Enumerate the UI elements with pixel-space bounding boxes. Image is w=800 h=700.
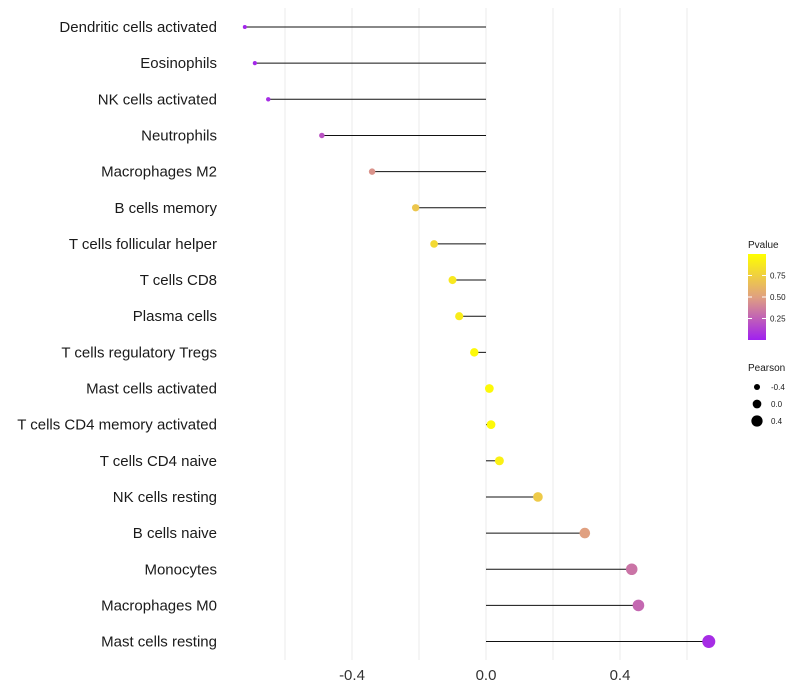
category-label: T cells regulatory Tregs [61, 344, 217, 361]
lollipop-point [252, 61, 257, 66]
category-label: T cells CD4 naive [100, 453, 217, 470]
lollipop-point [319, 132, 325, 139]
size-legend-label: -0.4 [771, 383, 785, 392]
color-legend-title: Pvalue [748, 240, 779, 251]
size-legend-label: 0.0 [771, 400, 783, 409]
color-legend-bar [748, 254, 766, 340]
x-tick-label: -0.4 [339, 667, 365, 684]
category-label: NK cells resting [113, 489, 217, 506]
x-tick-label: 0.0 [476, 667, 497, 684]
color-legend-label: 0.25 [770, 315, 786, 324]
category-label: T cells CD8 [140, 272, 217, 289]
color-legend-label: 0.50 [770, 293, 786, 302]
category-label: Eosinophils [140, 55, 217, 72]
category-label: Mast cells resting [101, 634, 217, 651]
lollipop-point [368, 168, 376, 175]
lollipop-point [702, 635, 716, 649]
color-legend-label: 0.75 [770, 272, 786, 281]
lollipop-point [411, 204, 420, 212]
category-label: NK cells activated [98, 91, 217, 108]
x-tick-label: 0.4 [610, 667, 631, 684]
lollipop-point [448, 276, 457, 285]
category-label: Macrophages M0 [101, 597, 217, 614]
lollipop-point [455, 312, 464, 321]
lollipop-point [430, 240, 438, 248]
category-label: B cells memory [114, 200, 217, 217]
lollipop-point [579, 527, 591, 539]
lollipop-point [266, 97, 271, 102]
category-label: B cells naive [133, 525, 217, 542]
lollipop-point [470, 348, 479, 357]
size-legend-point [751, 415, 763, 427]
category-label: T cells CD4 memory activated [17, 417, 217, 434]
lollipop-point [533, 492, 543, 502]
lollipop-point [242, 25, 247, 29]
category-label: Mast cells activated [86, 381, 217, 398]
lollipop-point [632, 599, 645, 612]
category-label: Monocytes [144, 561, 217, 578]
category-label: T cells follicular helper [69, 236, 217, 253]
lollipop-point [486, 420, 496, 430]
category-label: Neutrophils [141, 127, 217, 144]
category-label: Dendritic cells activated [59, 19, 217, 36]
category-label: Plasma cells [133, 308, 217, 325]
size-legend-title: Pearson [748, 363, 785, 374]
lollipop-point [625, 563, 638, 576]
category-label: Macrophages M2 [101, 164, 217, 181]
size-legend-point [752, 399, 762, 409]
lollipop-point [494, 456, 504, 466]
lollipop-point [484, 384, 494, 393]
size-legend-point [753, 383, 761, 391]
size-legend-label: 0.4 [771, 417, 783, 426]
